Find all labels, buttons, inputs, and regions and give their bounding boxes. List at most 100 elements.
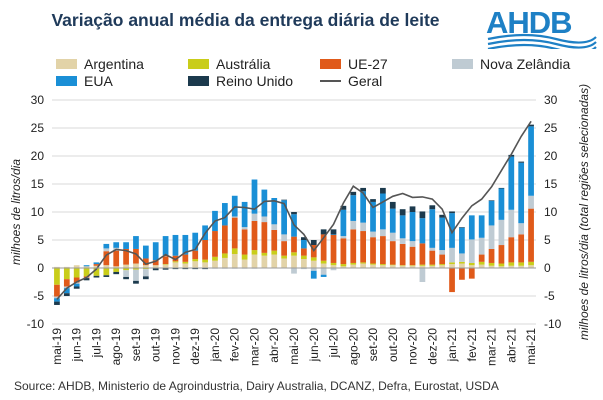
x-tick-label: out-19 (149, 328, 163, 362)
bar-segment (399, 209, 406, 216)
bar-segment (241, 254, 248, 260)
bar-segment (449, 268, 455, 293)
bar-segment (310, 270, 317, 279)
bar-segment (152, 242, 159, 261)
bar-segment (202, 268, 208, 270)
bar-segment (459, 268, 465, 280)
y-tick-label: 5 (37, 233, 44, 247)
x-tick-label: nov-19 (168, 328, 182, 365)
total-line (56, 120, 532, 300)
bar-segment (261, 216, 268, 223)
bar-segment (380, 265, 386, 268)
x-tick-label: fev-21 (465, 328, 479, 362)
x-tick-label: fev-20 (228, 328, 242, 362)
bar-segment (212, 260, 218, 268)
bar-segment (518, 234, 525, 263)
x-tick-label: jun-19 (70, 328, 84, 363)
legend-label: Austrália (216, 56, 271, 72)
y2-tick-label: 10 (544, 205, 558, 219)
bar-segment (488, 262, 495, 266)
bar-segment (162, 264, 169, 265)
bar-segment (123, 264, 129, 268)
bar-segment (488, 265, 495, 268)
x-tick-label: jul-20 (327, 328, 341, 359)
bar-segment (231, 248, 238, 254)
bar-segment (103, 268, 110, 276)
bar-segment (370, 263, 376, 265)
bar-segment (281, 200, 287, 235)
bar-segment (142, 268, 149, 270)
bar-segment (133, 248, 139, 264)
bar-segment (360, 222, 367, 232)
x-tick-label: dez-20 (425, 328, 439, 365)
bar-segment (310, 240, 317, 246)
bar-segment (419, 264, 426, 266)
bar-segment (389, 241, 396, 265)
bar-segment (54, 296, 60, 299)
bar-segment (360, 187, 367, 192)
bar-segment (261, 189, 268, 217)
bar-segment (498, 187, 505, 189)
bar-segment (360, 262, 367, 264)
legend-label: Reino Unido (216, 73, 294, 89)
legend-swatch (320, 59, 341, 69)
x-tick-label: dez-19 (188, 328, 202, 365)
bar-segment (439, 250, 446, 255)
axes: -10 -10 -5 -5 0 0 5 5 10 10 15 15 20 20 25 25 30 30 mai-19… (27, 93, 562, 366)
bar-segment (508, 262, 515, 266)
bar-segment (281, 199, 287, 201)
bar-segment (301, 237, 307, 240)
bar-segment (73, 277, 80, 283)
y2-tick-label: 15 (544, 177, 558, 191)
x-tick-label: set-19 (129, 328, 143, 362)
bar-segment (409, 212, 416, 242)
bar-segment (498, 188, 505, 220)
bar-segment (251, 250, 258, 255)
x-tick-label: ago-20 (346, 328, 360, 366)
bar-segment (54, 301, 60, 305)
bar-segment (360, 231, 367, 263)
bar-segment (528, 208, 534, 262)
bar-segment (508, 209, 515, 238)
bar-segment (310, 268, 317, 271)
y2-tick-label: 25 (544, 121, 558, 135)
bar-segment (350, 191, 357, 196)
bar-segment (133, 269, 139, 281)
bar-segment (93, 268, 100, 276)
bar-segment (459, 227, 465, 254)
y2-tick-label: -10 (544, 317, 562, 331)
bar-segment (528, 261, 534, 266)
bar-segment (162, 256, 169, 265)
bar-segment (508, 156, 515, 210)
y-tick-label: 20 (31, 149, 45, 163)
legend-label: Argentina (84, 56, 144, 72)
bar-segment (241, 227, 248, 230)
bar-segment (340, 236, 347, 239)
bar-segment (330, 265, 337, 268)
y-tick-label: -5 (33, 289, 44, 303)
bar-segment (231, 216, 238, 218)
bar-segment (103, 251, 110, 266)
bar-segment (459, 227, 465, 228)
bar-segment (271, 250, 278, 255)
bar-segment (162, 236, 169, 256)
bar-segment (439, 254, 446, 265)
x-tick-label: mai-21 (524, 328, 538, 365)
bar-segment (123, 276, 129, 280)
bar-segment (133, 268, 139, 270)
bar-segment (271, 254, 278, 268)
bar-segment (142, 269, 149, 277)
bar-segment (241, 229, 248, 255)
bar-segment (468, 215, 475, 240)
bar-segment (340, 205, 347, 210)
bar-segment (281, 234, 287, 242)
bar-segment (330, 234, 337, 235)
y2-tick-label: -5 (544, 289, 555, 303)
bar-segment (360, 263, 367, 268)
bar-segment (468, 265, 475, 268)
bar-segment (330, 229, 337, 235)
gridlines (52, 99, 536, 325)
bar-segment (498, 266, 505, 268)
bar-segment (468, 262, 475, 266)
bar-segment (172, 255, 179, 262)
